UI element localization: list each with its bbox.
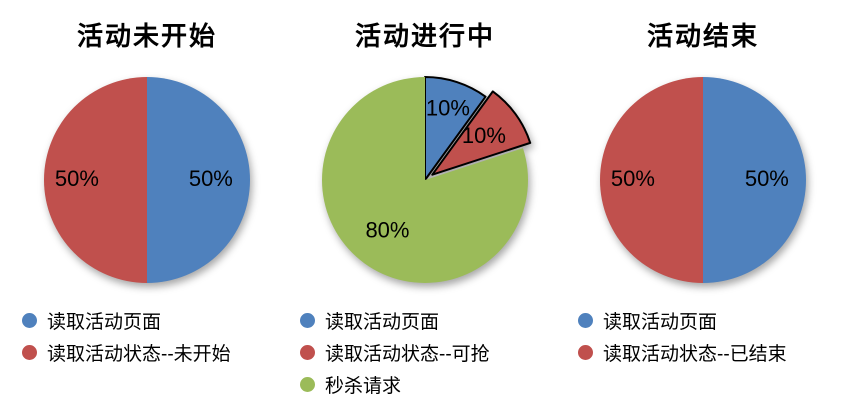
- legend-label: 读取活动页面: [325, 312, 440, 333]
- chart-legend: 读取活动页面读取活动状态--未开始: [8, 307, 231, 371]
- legend-swatch: [22, 345, 37, 360]
- chart-title: 活动结束: [646, 21, 759, 51]
- legend-label: 秒杀请求: [325, 376, 402, 397]
- pie-slice-label: 10%: [426, 95, 470, 120]
- legend-item: 读取活动状态--可抢: [300, 339, 490, 366]
- chart-activity-in-progress: 活动进行中 10% 10% 80% 读取活动页面读取活动状态--可抢 秒杀请求: [286, 6, 564, 413]
- pie-slice: [424, 76, 487, 181]
- chart-title: 活动进行中: [354, 21, 495, 51]
- legend-swatch: [300, 345, 315, 360]
- legend-label: 读取活动状态--未开始: [47, 344, 231, 365]
- pie-slice-label: 80%: [365, 217, 409, 242]
- legend-item: 读取活动状态--已结束: [578, 339, 787, 366]
- legend-label: 读取活动页面: [47, 312, 162, 333]
- pie-slice-label: 50%: [611, 166, 655, 191]
- pie-slice: [147, 77, 250, 283]
- legend-swatch: [300, 377, 315, 392]
- pie-slice: [322, 77, 528, 283]
- pie-slice-label: 50%: [745, 166, 789, 191]
- legend-item: 读取活动页面: [578, 307, 787, 334]
- pie-slice-label: 50%: [55, 166, 99, 191]
- legend-item: 读取活动页面: [22, 307, 231, 334]
- legend-swatch: [22, 313, 37, 328]
- pie-slice-label: 10%: [462, 123, 506, 148]
- pie-chart-area: 50% 50%: [578, 59, 828, 301]
- pie-slice: [431, 90, 532, 176]
- legend-item: 秒杀请求: [300, 371, 490, 398]
- chart-title: 活动未开始: [76, 21, 217, 51]
- pie-slice: [703, 77, 806, 283]
- legend-swatch: [578, 345, 593, 360]
- pie-slice-label: 50%: [189, 166, 233, 191]
- chart-activity-not-started: 活动未开始 50% 50% 读取活动页面读取活动状态--未开始: [8, 6, 286, 413]
- legend-swatch: [578, 313, 593, 328]
- pie-chart-area: 50% 50%: [22, 59, 272, 301]
- chart-legend: 读取活动页面读取活动状态--已结束: [564, 307, 787, 371]
- pie-chart: 50% 50%: [600, 77, 806, 283]
- pie-chart-area: 10% 10% 80%: [300, 59, 550, 301]
- legend-swatch: [300, 313, 315, 328]
- legend-label: 读取活动页面: [603, 312, 718, 333]
- pie-slice: [44, 77, 147, 283]
- chart-legend: 读取活动页面读取活动状态--可抢 秒杀请求: [286, 307, 490, 403]
- legend-item: 读取活动页面: [300, 307, 490, 334]
- legend-label: 读取活动状态--已结束: [603, 344, 787, 365]
- chart-activity-ended: 活动结束 50% 50% 读取活动页面读取活动状态--已结束: [564, 6, 842, 413]
- legend-label: 读取活动状态--可抢: [325, 344, 490, 365]
- pie-chart: 50% 50%: [44, 77, 250, 283]
- pie-chart: 10% 10% 80%: [322, 76, 532, 283]
- legend-item: 读取活动状态--未开始: [22, 339, 231, 366]
- pie-slice: [600, 77, 703, 283]
